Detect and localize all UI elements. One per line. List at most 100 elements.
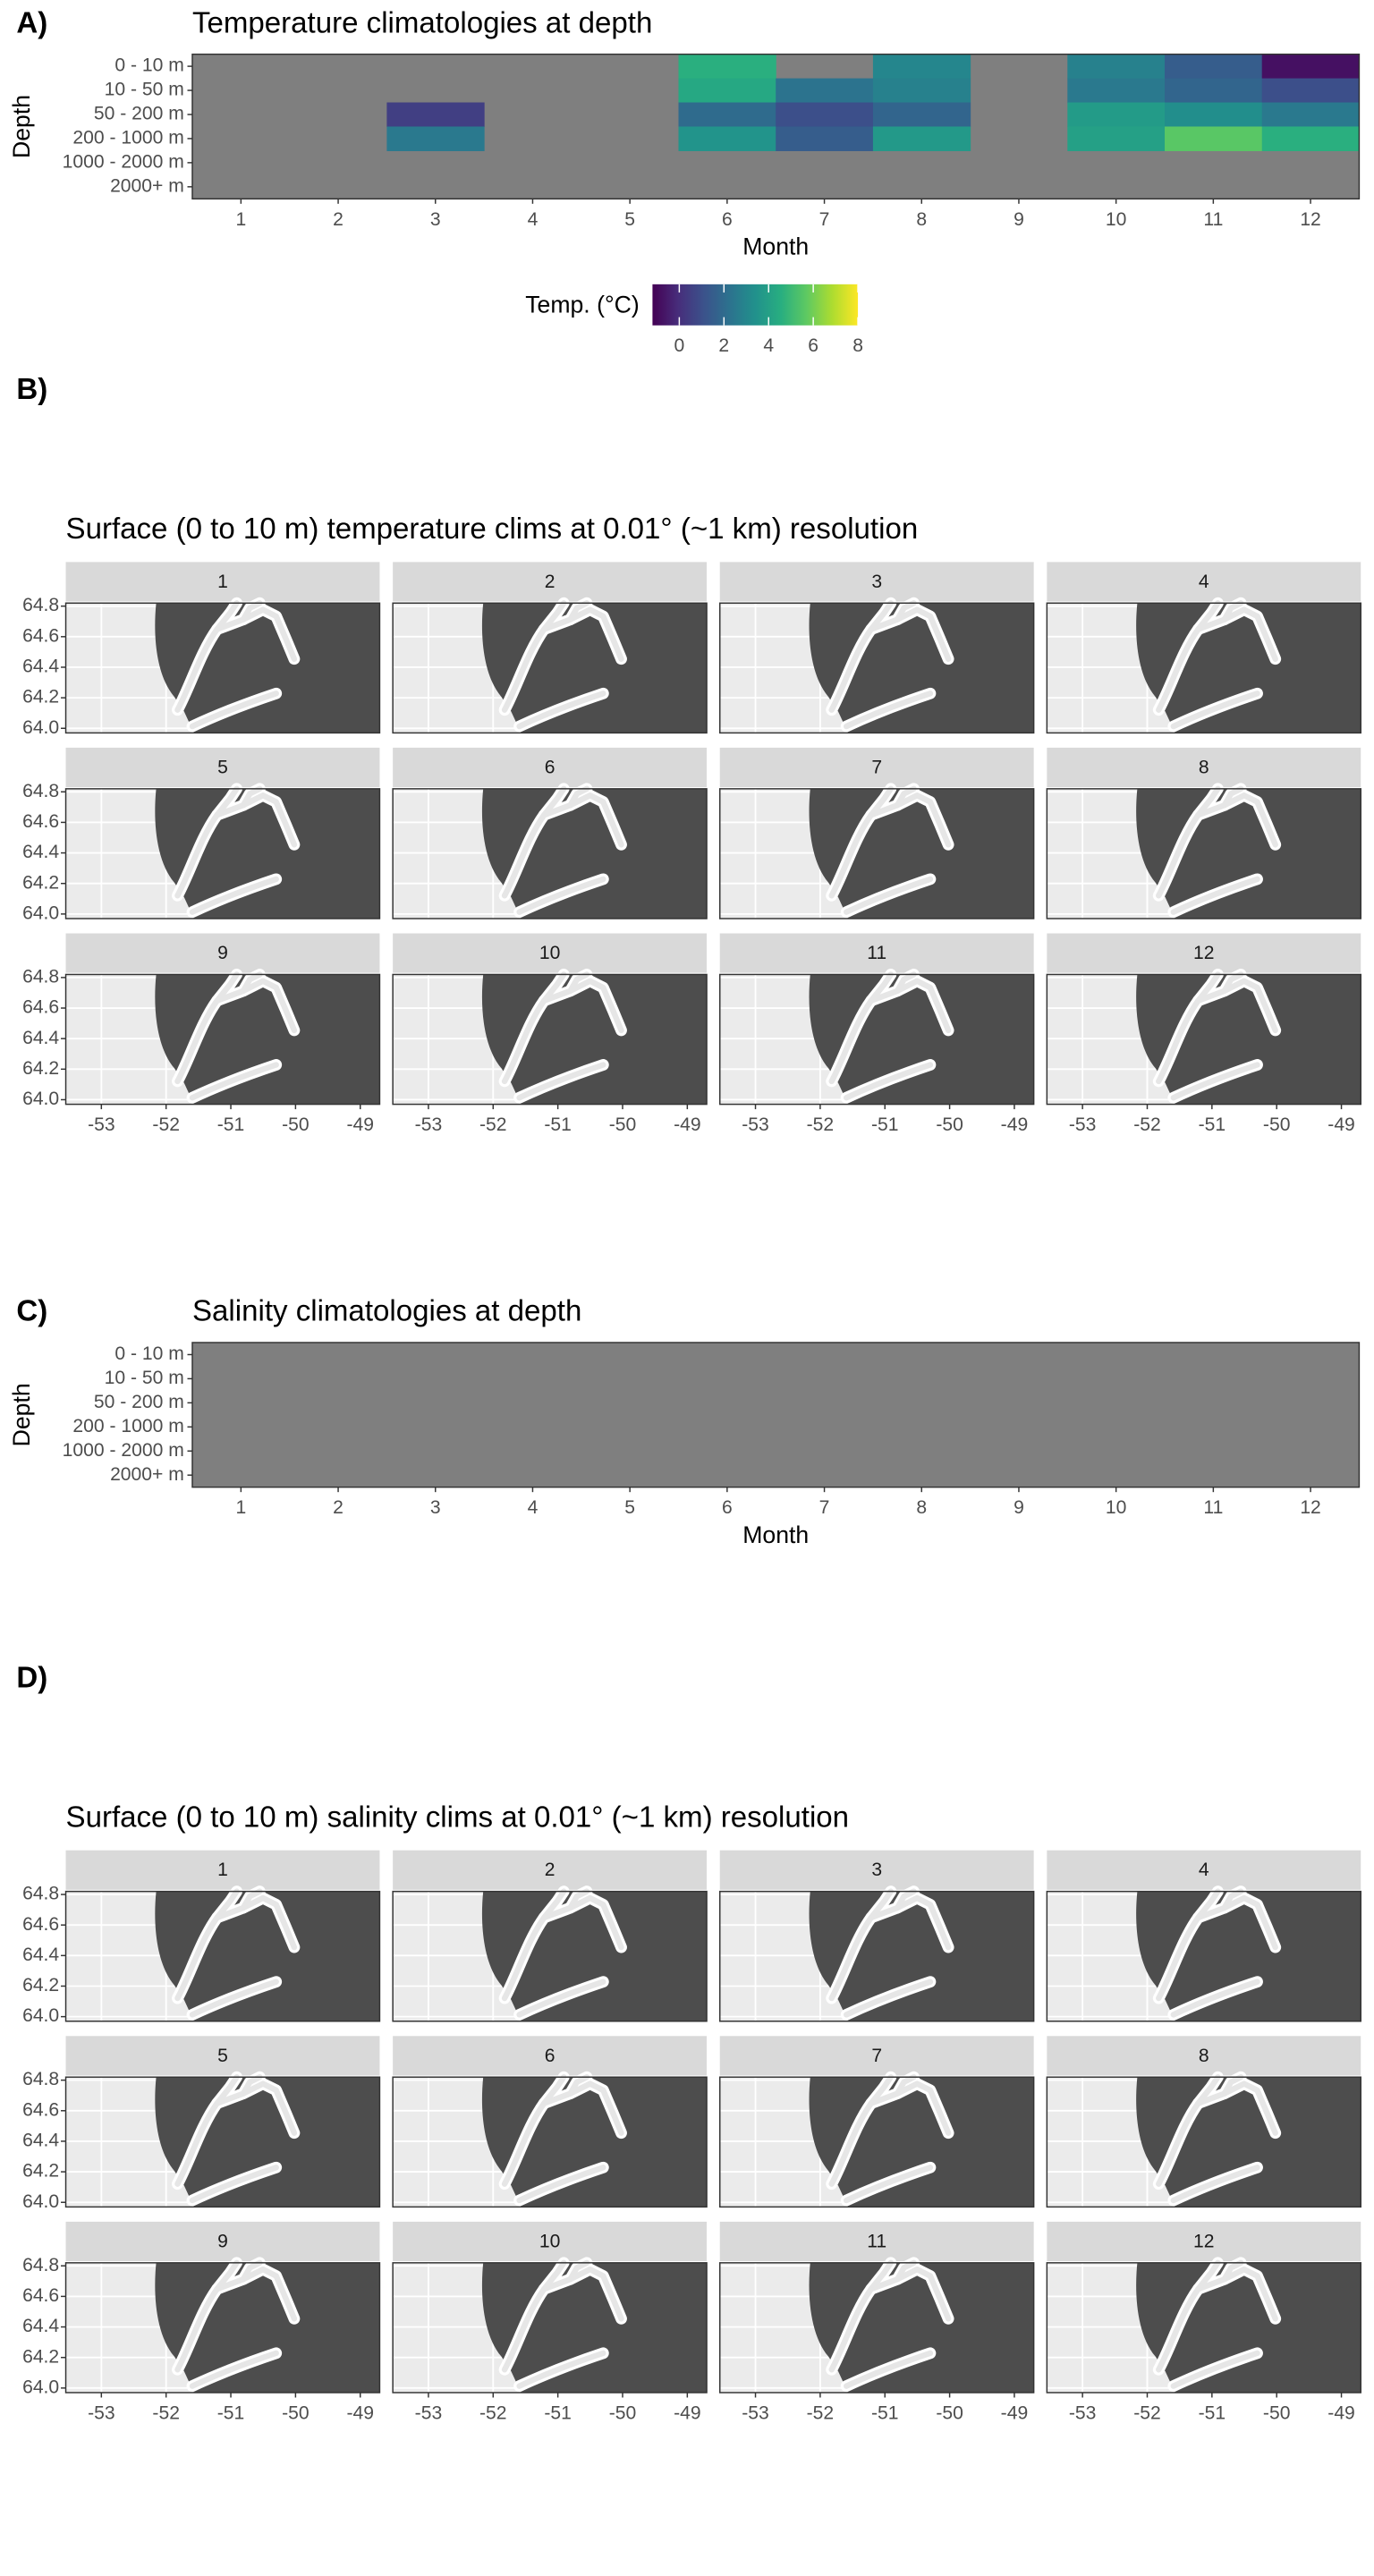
panel-border <box>64 973 381 1106</box>
fjord <box>540 606 624 662</box>
x-tick-label: 12 <box>1300 1497 1320 1518</box>
heat-cell <box>386 126 485 151</box>
fjord <box>1170 1062 1260 1101</box>
y-axis-title: Depth <box>8 95 35 158</box>
land <box>809 788 1034 919</box>
panel-tag: C) <box>16 1295 47 1328</box>
fjord <box>540 2266 624 2322</box>
land <box>1136 974 1361 1105</box>
land <box>1136 2262 1361 2393</box>
x-tick-label: 4 <box>528 209 539 230</box>
map-land <box>1136 597 1361 733</box>
map-land <box>1136 2071 1361 2207</box>
x-tick-label: 3 <box>430 209 441 230</box>
heat-cell <box>1067 54 1166 80</box>
panel-border <box>1046 973 1361 1106</box>
fjord <box>214 2266 298 2322</box>
panel-border <box>392 2262 708 2394</box>
chart-title: Salinity climatologies at depth <box>192 1295 581 1328</box>
heat-cell <box>678 102 776 128</box>
y-tick-label: 64.2 <box>22 1058 59 1079</box>
fjord <box>540 2080 624 2136</box>
y-tick-label: 64.0 <box>22 2191 59 2212</box>
land <box>481 788 708 919</box>
map-land <box>155 783 380 919</box>
strip <box>719 933 1034 973</box>
strip-label: 3 <box>871 1860 882 1880</box>
map-land <box>1136 1885 1361 2021</box>
strip-label: 10 <box>539 943 560 963</box>
panel-border <box>1046 788 1361 919</box>
heat-cell <box>872 102 971 128</box>
y-tick-label: 2000+ m <box>110 175 184 196</box>
strip <box>65 562 380 602</box>
fjord <box>189 876 279 915</box>
strip <box>393 2221 708 2261</box>
x-tick-label: -52 <box>152 1114 180 1135</box>
land <box>155 603 380 733</box>
x-tick-label: -49 <box>1001 2402 1029 2423</box>
chart-title: Surface (0 to 10 m) temperature clims at… <box>66 513 919 546</box>
x-tick-label: -50 <box>936 2402 963 2423</box>
heat-cell <box>872 78 971 104</box>
y-tick-label: 64.2 <box>22 872 59 893</box>
land <box>1136 603 1361 733</box>
panel-background <box>192 1342 1360 1487</box>
strip-label: 7 <box>871 2046 882 2066</box>
panel-border <box>392 2076 708 2208</box>
land <box>155 2077 380 2207</box>
y-tick-label: 0 - 10 m <box>114 55 183 76</box>
land <box>481 1891 708 2021</box>
fjord <box>1221 2259 1244 2283</box>
fjord <box>868 606 952 662</box>
x-tick-label: -50 <box>609 1114 637 1135</box>
fjord <box>214 606 298 662</box>
strip <box>1047 1850 1361 1890</box>
heat-cell <box>1067 102 1166 128</box>
panel-tag: B) <box>16 373 47 406</box>
x-tick-label: -53 <box>415 2402 443 2423</box>
colorbar-tick-label: 0 <box>674 335 684 356</box>
x-tick-label: -49 <box>1327 1114 1355 1135</box>
panel-border <box>392 788 708 919</box>
colorbar-tick-label: 6 <box>808 335 818 356</box>
panel-border <box>392 973 708 1106</box>
fjord <box>1195 1894 1278 1951</box>
strip-label: 11 <box>867 2231 886 2251</box>
strip <box>719 2036 1034 2076</box>
panel-border <box>719 1890 1035 2022</box>
strip-label: 1 <box>217 1860 228 1880</box>
strip <box>719 2221 1034 2261</box>
y-tick-label: 64.8 <box>22 781 59 801</box>
y-tick-label: 64.8 <box>22 2069 59 2089</box>
heat-cell <box>776 102 874 128</box>
strip-label: 12 <box>1193 943 1214 963</box>
land <box>155 1891 380 2021</box>
strip <box>1047 2036 1361 2076</box>
colorbar-tick-label: 2 <box>718 335 729 356</box>
fjord <box>868 1894 952 1951</box>
fjord <box>1221 785 1244 809</box>
land <box>809 974 1034 1105</box>
y-tick-label: 64.0 <box>22 902 59 923</box>
land <box>1136 1891 1361 2021</box>
colorbar-tick-label: 8 <box>852 335 863 356</box>
x-tick-label: -52 <box>807 2402 835 2423</box>
heat-cell <box>1165 102 1263 128</box>
strip-label: 3 <box>871 572 882 592</box>
y-tick-label: 64.6 <box>22 2285 59 2306</box>
x-tick-label: -51 <box>544 2402 572 2423</box>
fjord <box>540 1894 624 1951</box>
map-land <box>481 597 708 733</box>
heat-cell <box>1261 102 1360 128</box>
land <box>155 974 380 1105</box>
x-tick-label: 5 <box>624 209 635 230</box>
land <box>155 788 380 919</box>
strip-label: 4 <box>1199 1860 1209 1880</box>
heat-cell <box>678 54 776 80</box>
strip <box>1047 747 1361 788</box>
y-tick-label: 0 - 10 m <box>114 1343 183 1364</box>
map-land <box>155 969 380 1105</box>
y-tick-label: 10 - 50 m <box>105 80 184 100</box>
fjord <box>516 1979 606 2018</box>
